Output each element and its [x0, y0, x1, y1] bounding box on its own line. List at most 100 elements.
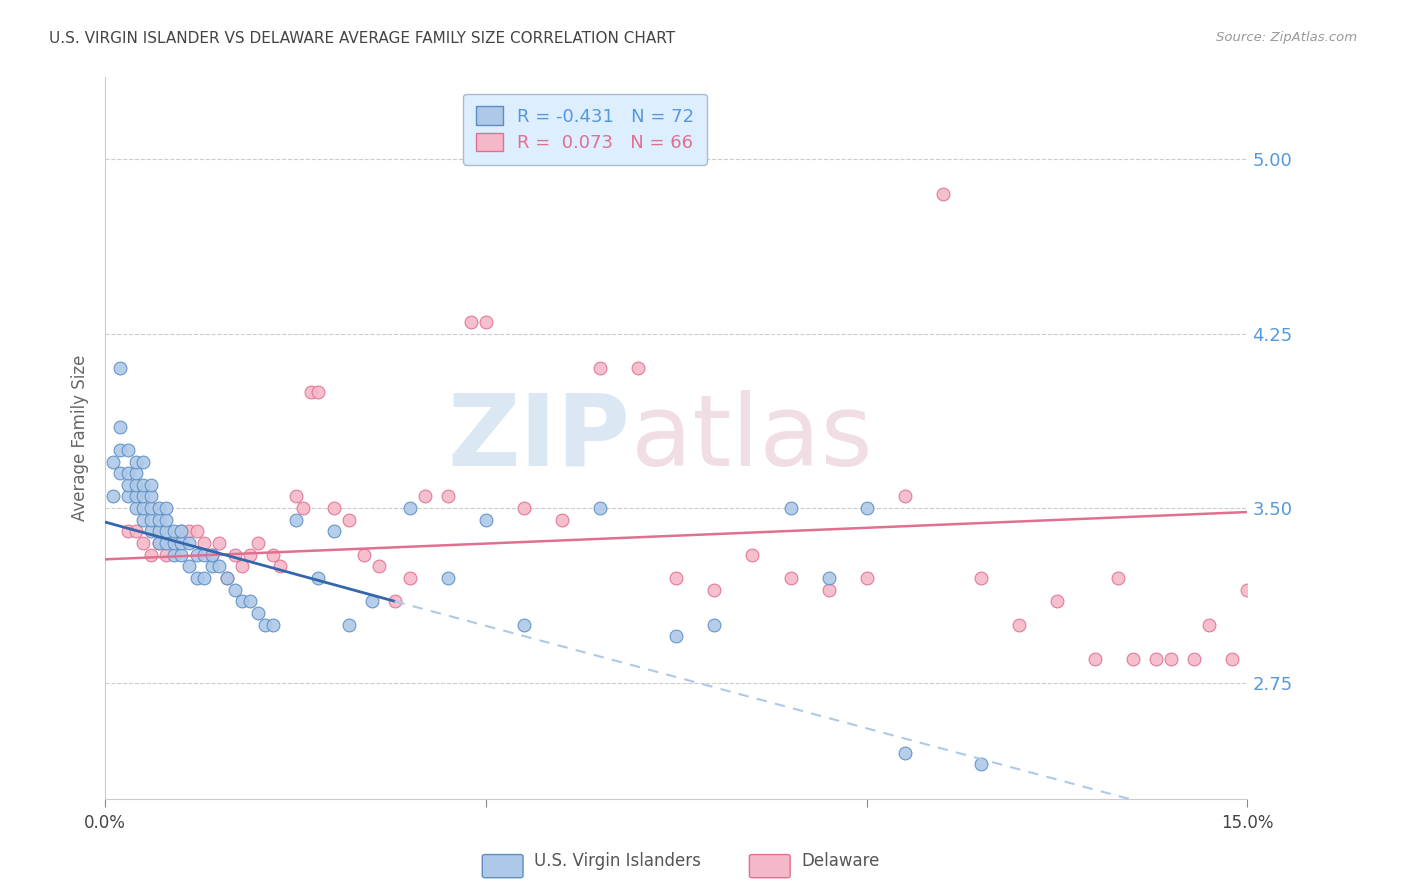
Point — [284, 513, 307, 527]
Point — [322, 501, 344, 516]
Point — [779, 571, 801, 585]
Point — [1274, 652, 1296, 666]
Point — [110, 361, 132, 376]
Point — [163, 536, 186, 550]
Point — [1160, 652, 1182, 666]
Point — [132, 513, 155, 527]
Point — [246, 606, 269, 620]
Point — [163, 536, 186, 550]
Point — [110, 419, 132, 434]
Point — [894, 490, 917, 504]
Point — [384, 594, 406, 608]
Point — [132, 478, 155, 492]
Point — [193, 536, 215, 550]
Point — [201, 559, 224, 574]
Point — [208, 536, 231, 550]
Point — [148, 536, 170, 550]
Point — [148, 536, 170, 550]
Point — [186, 524, 208, 539]
Point — [124, 454, 146, 468]
Text: Source: ZipAtlas.com: Source: ZipAtlas.com — [1216, 31, 1357, 45]
Text: U.S. Virgin Islanders: U.S. Virgin Islanders — [534, 852, 702, 870]
Point — [292, 501, 315, 516]
Point — [589, 501, 612, 516]
Point — [398, 501, 420, 516]
Point — [155, 513, 177, 527]
Point — [1046, 594, 1069, 608]
Point — [855, 501, 877, 516]
Point — [307, 384, 329, 399]
Point — [475, 513, 498, 527]
Point — [779, 501, 801, 516]
Point — [1327, 652, 1350, 666]
Point — [170, 524, 193, 539]
Point — [193, 548, 215, 562]
Point — [117, 490, 139, 504]
Point — [1298, 723, 1320, 737]
Point — [413, 490, 436, 504]
Point — [117, 478, 139, 492]
Point — [1182, 652, 1205, 666]
Point — [1198, 617, 1220, 632]
Text: U.S. VIRGIN ISLANDER VS DELAWARE AVERAGE FAMILY SIZE CORRELATION CHART: U.S. VIRGIN ISLANDER VS DELAWARE AVERAGE… — [49, 31, 675, 46]
Point — [437, 571, 460, 585]
Point — [139, 478, 162, 492]
Point — [703, 617, 725, 632]
Point — [1122, 652, 1144, 666]
Point — [817, 582, 839, 597]
Point — [117, 524, 139, 539]
Point — [124, 466, 146, 480]
Text: ZIP: ZIP — [447, 390, 631, 487]
Point — [186, 548, 208, 562]
Point — [460, 315, 482, 329]
Point — [177, 536, 200, 550]
Point — [124, 490, 146, 504]
Point — [170, 524, 193, 539]
Point — [360, 594, 382, 608]
Point — [1289, 652, 1312, 666]
Point — [627, 361, 650, 376]
Point — [124, 501, 146, 516]
Point — [208, 559, 231, 574]
Point — [170, 548, 193, 562]
Point — [665, 629, 688, 643]
Point — [224, 582, 246, 597]
Point — [1008, 617, 1031, 632]
Point — [1350, 501, 1372, 516]
Point — [262, 548, 284, 562]
Point — [284, 490, 307, 504]
Point — [124, 478, 146, 492]
Point — [589, 361, 612, 376]
Point — [193, 571, 215, 585]
Point — [139, 513, 162, 527]
Point — [139, 548, 162, 562]
Point — [117, 442, 139, 457]
Point — [932, 186, 955, 201]
Point — [132, 536, 155, 550]
Point — [155, 524, 177, 539]
Point — [132, 490, 155, 504]
Point — [1144, 652, 1167, 666]
Point — [398, 571, 420, 585]
Point — [224, 548, 246, 562]
Point — [132, 501, 155, 516]
Point — [201, 548, 224, 562]
Point — [239, 548, 262, 562]
Point — [817, 571, 839, 585]
Point — [117, 466, 139, 480]
Point — [254, 617, 277, 632]
Point — [322, 524, 344, 539]
Point — [170, 536, 193, 550]
Point — [139, 490, 162, 504]
Point — [551, 513, 574, 527]
Point — [894, 746, 917, 760]
Point — [269, 559, 291, 574]
Point — [437, 490, 460, 504]
Point — [110, 442, 132, 457]
Point — [1312, 652, 1334, 666]
Point — [163, 524, 186, 539]
Point — [110, 466, 132, 480]
Point — [299, 384, 322, 399]
Point — [741, 548, 763, 562]
Point — [124, 524, 146, 539]
